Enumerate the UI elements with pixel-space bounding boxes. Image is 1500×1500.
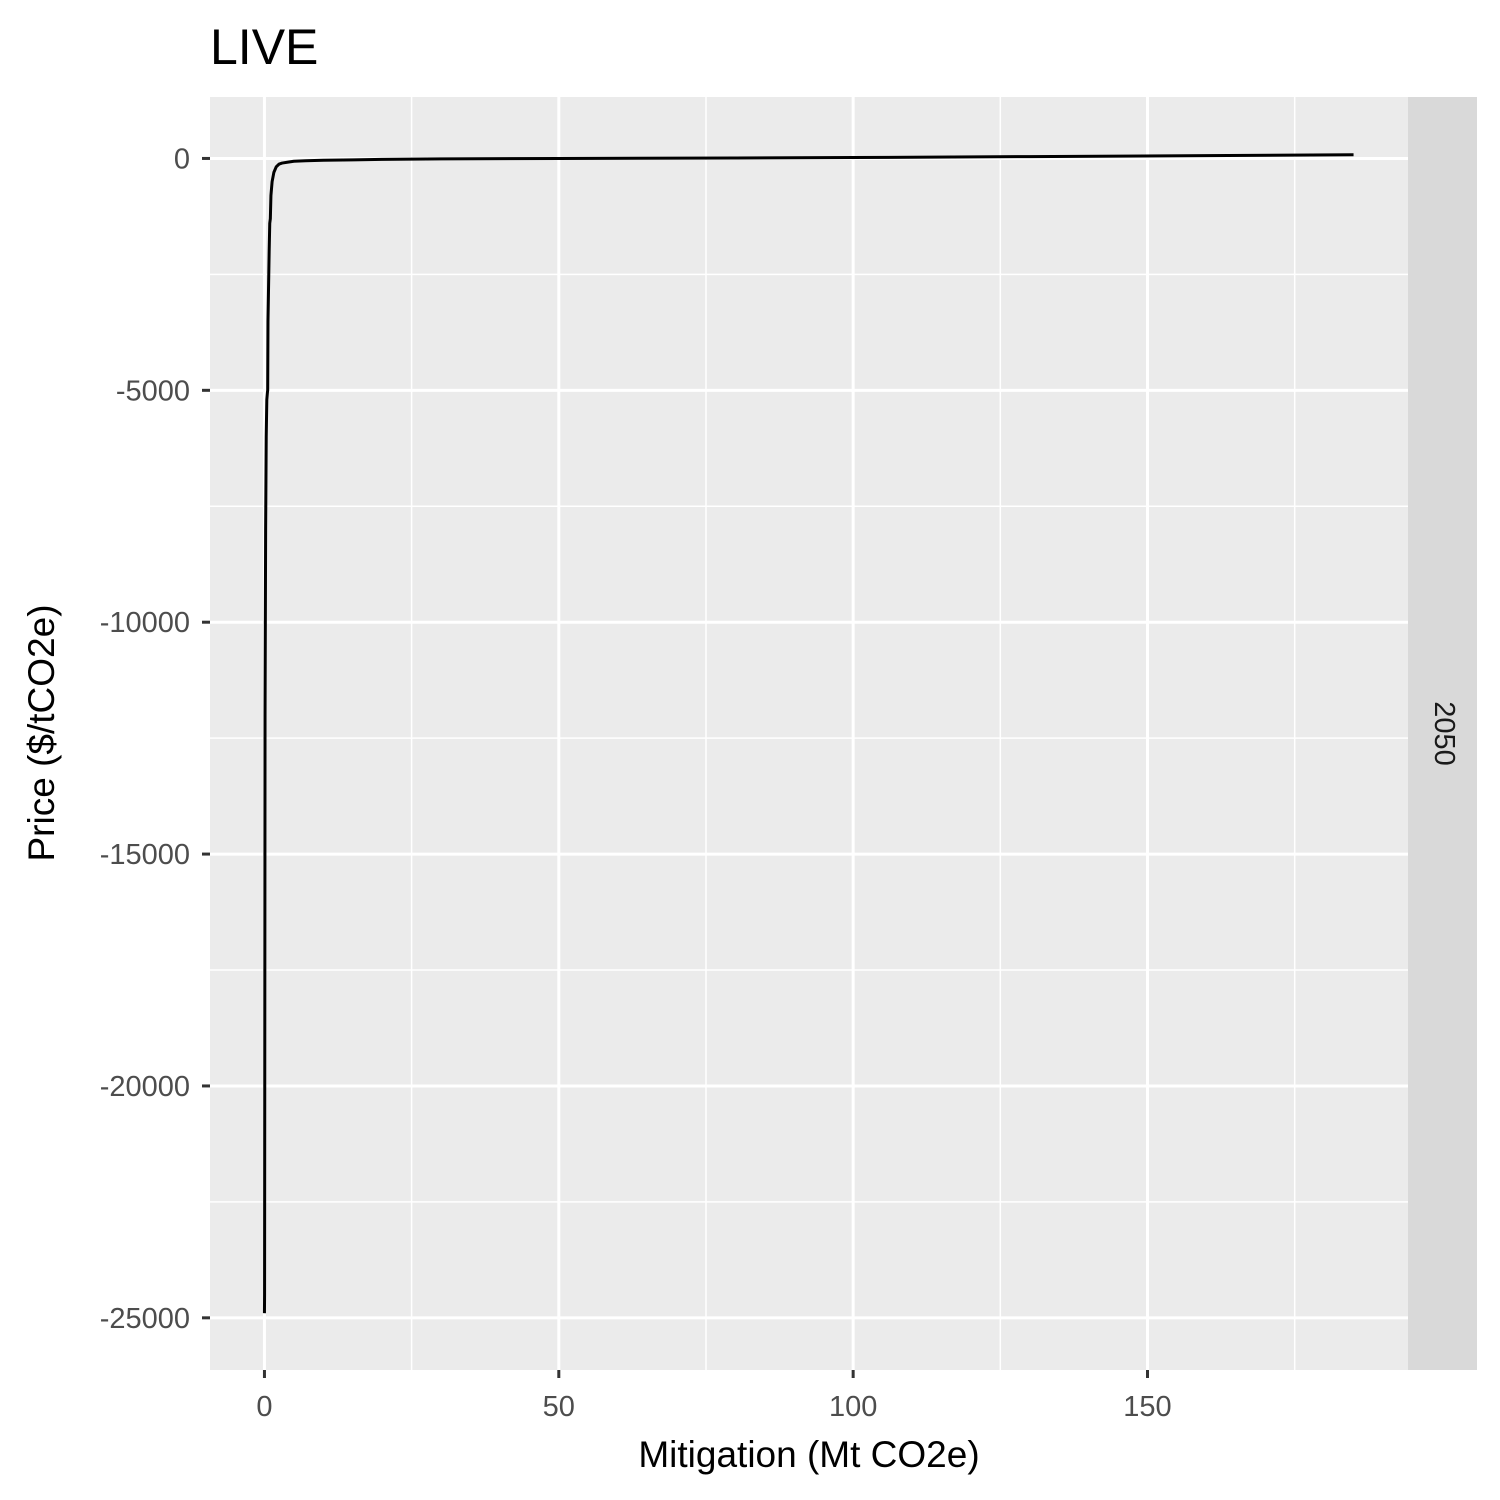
series-line <box>262 153 1354 1314</box>
y-tick-label: -15000 <box>100 839 190 871</box>
x-axis-title: Mitigation (Mt CO2e) <box>638 1434 979 1475</box>
y-axis: 0 -5000 -10000 -15000 -20000 -25000 <box>100 143 210 1335</box>
facet-strip <box>1408 97 1477 1370</box>
chart-title: LIVE <box>210 19 318 75</box>
x-tick-label: 100 <box>829 1391 877 1423</box>
y-tick-label: -20000 <box>100 1071 190 1103</box>
panel-background <box>210 97 1408 1370</box>
x-axis: 0 50 100 150 <box>256 1370 1172 1423</box>
x-tick-label: 50 <box>543 1391 575 1423</box>
y-tick-label: 0 <box>174 143 190 175</box>
y-tick-label: -25000 <box>100 1303 190 1335</box>
x-tick-label: 150 <box>1123 1391 1171 1423</box>
facet-strip-label: 2050 <box>1428 701 1460 766</box>
x-tick-label: 0 <box>256 1391 272 1423</box>
y-axis-title: Price ($/tCO2e) <box>21 604 62 861</box>
minor-gridlines <box>210 97 1408 1370</box>
y-tick-label: -10000 <box>100 607 190 639</box>
y-tick-label: -5000 <box>116 375 190 407</box>
